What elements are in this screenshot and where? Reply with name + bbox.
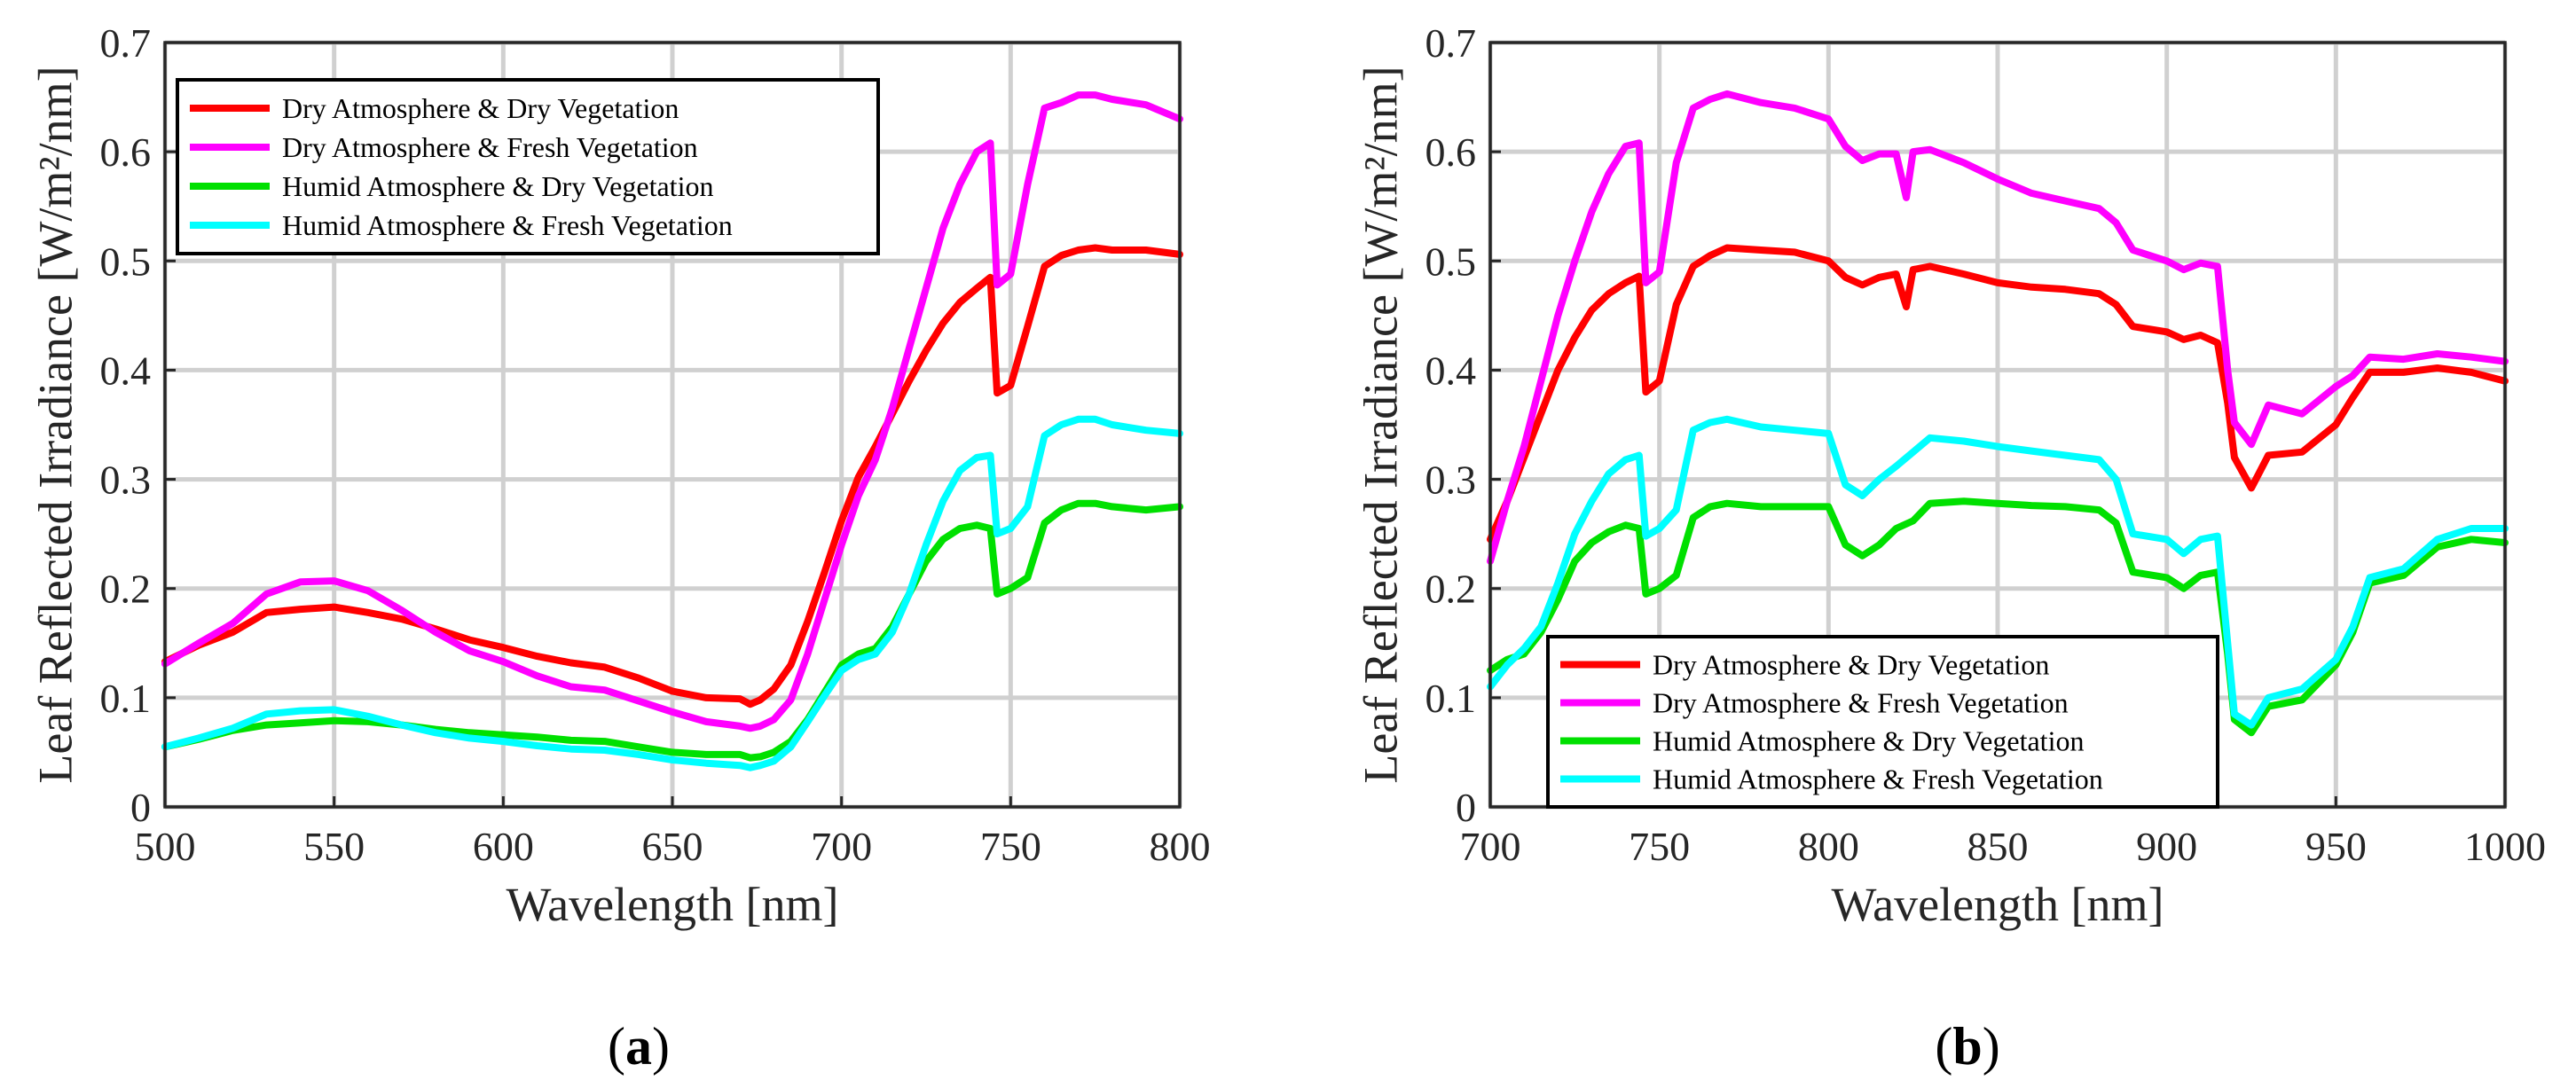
panel-a-xtick-label: 650 [642,824,703,869]
panel-a-legend-box [176,78,880,255]
panel-a-legend-label: Dry Atmosphere & Dry Vegetation [282,92,679,124]
panel-b-legend-label: Dry Atmosphere & Fresh Vegetation [1653,687,2069,719]
panel-b-xtick-label: 1000 [2464,824,2546,869]
panel-a-legend-label: Dry Atmosphere & Fresh Vegetation [282,131,698,163]
panel-b-legend-label: Humid Atmosphere & Fresh Vegetation [1653,763,2103,795]
panel-b-caption: (b) [1935,1017,1999,1076]
panel-a-xtick-label: 700 [811,824,872,869]
panel-a: 500 550 600 650 700 750 800 0 0.1 0.2 0.3 0.4 0.5 0.6… [28,20,1210,1076]
panel-b-xtick-label: 750 [1629,824,1690,869]
panel-a-xtick-label: 600 [473,824,534,869]
panel-b: 700 750 800 850 900 950 1000 0 0.1 0.2 0.3 0.4 0.5 0.… [1354,20,2546,1076]
panel-a-xtick-label: 800 [1150,824,1211,869]
panel-b-xtick-label: 850 [1967,824,2029,869]
panel-a-xtick-label: 500 [135,824,196,869]
panel-a-xtick-label: 750 [980,824,1041,869]
panel-b-ytick-label: 0.4 [1425,348,1477,393]
panel-a-series-2-line [161,91,1183,732]
panel-a-caption: (a) [608,1017,670,1076]
panel-a-xlabel: Wavelength [nm] [506,878,838,931]
panel-b-ytick-label: 0.3 [1425,458,1477,503]
panel-b-xtick-label: 700 [1460,824,1521,869]
panel-b-series [1487,90,2509,737]
panel-b-legend-label: Humid Atmosphere & Dry Vegetation [1653,725,2084,757]
panel-b-xlabel: Wavelength [nm] [1831,878,2164,931]
panel-b-series-3-line [1487,497,2509,737]
panel-a-legend-label: Humid Atmosphere & Dry Vegetation [282,170,713,202]
panel-b-ytick-label: 0.1 [1425,676,1477,721]
panel-b-xtick-label: 800 [1798,824,1859,869]
panel-a-ylabel: Leaf Reflected Irradiance [W/m²/nm] [28,66,82,783]
panel-a-ytick-label: 0.6 [100,129,152,175]
panel-a-ytick-label: 0.4 [100,348,152,393]
panel-a-ytick-label: 0.5 [100,239,152,284]
panel-b-ytick-label: 0.2 [1425,567,1477,612]
panel-a-legend-label: Humid Atmosphere & Fresh Vegetation [282,209,733,241]
panel-b-ytick-label: 0 [1456,785,1476,830]
panel-b-legend-box [1546,635,2219,809]
panel-b-series-1-line [1487,244,2509,544]
panel-b-legend-label: Dry Atmosphere & Dry Vegetation [1653,649,2049,681]
panel-b-xtick-label: 900 [2136,824,2197,869]
panel-b-ytick-label: 0.5 [1425,239,1477,284]
panel-b-series-4-line [1487,415,2509,729]
panel-a-series-1-line [161,244,1183,708]
panel-a-ytick-label: 0 [130,785,151,830]
panel-a-ytick-label: 0.2 [100,567,152,612]
panel-b-ylabel: Leaf Reflected Irradiance [W/m²/nm] [1354,66,1407,783]
panel-a-ytick-label: 0.1 [100,676,152,721]
panel-b-xtick-label: 950 [2305,824,2367,869]
panel-b-series-2-line [1487,90,2509,565]
panel-a-series-4-line [161,415,1183,771]
panel-a-series [161,91,1183,771]
panel-a-ytick-label: 0.3 [100,458,152,503]
panel-a-ytick-label: 0.7 [100,20,152,66]
panel-b-ytick-label: 0.6 [1425,129,1477,175]
panel-a-xtick-label: 550 [303,824,365,869]
panel-a-legend: Dry Atmosphere & Dry Vegetation Dry Atmos… [176,78,880,255]
panel-b-ticks: 700 750 800 850 900 950 1000 0 0.1 0.2 0.3 0.4 0.5 0.… [1425,20,2547,869]
panel-b-legend: Dry Atmosphere & Dry Vegetation Dry Atmos… [1546,635,2219,809]
panel-b-ytick-label: 0.7 [1425,20,1477,66]
panel-a-ticks: 500 550 600 650 700 750 800 0 0.1 0.2 0.3 0.4 0.5 0.6… [100,20,1211,869]
